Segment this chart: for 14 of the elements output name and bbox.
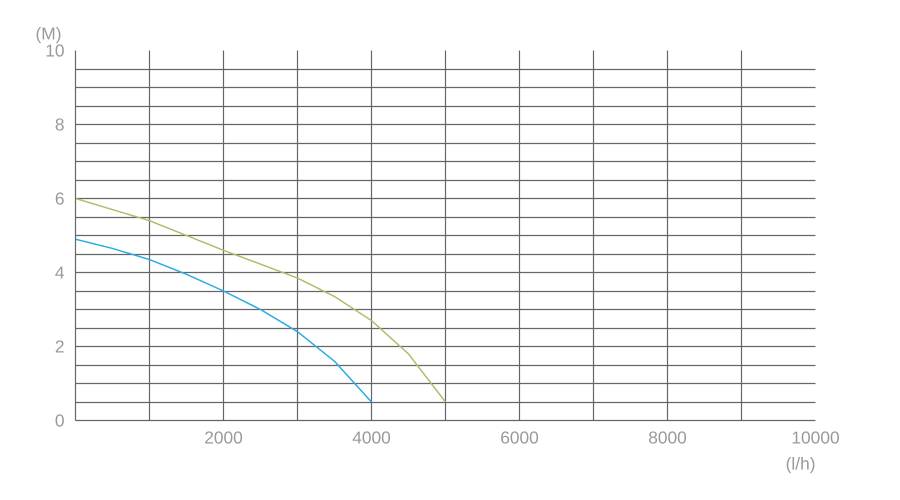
y-tick-label: 4 — [54, 262, 65, 282]
x-axis-title: (l/h) — [786, 454, 816, 474]
y-tick-label: 6 — [54, 188, 65, 208]
x-tick-label: 8000 — [648, 428, 687, 448]
x-tick-label: 10000 — [791, 428, 840, 448]
x-tick-label: 6000 — [500, 428, 539, 448]
line-series — [76, 238, 372, 403]
line-series — [76, 198, 446, 403]
x-tick-label: 2000 — [204, 428, 243, 448]
y-tick-label: 2 — [54, 336, 65, 356]
y-axis-title: (M) — [36, 24, 62, 44]
y-tick-label: 8 — [54, 114, 65, 134]
x-tick-label: 4000 — [352, 428, 391, 448]
y-tick-label: 0 — [54, 410, 65, 430]
